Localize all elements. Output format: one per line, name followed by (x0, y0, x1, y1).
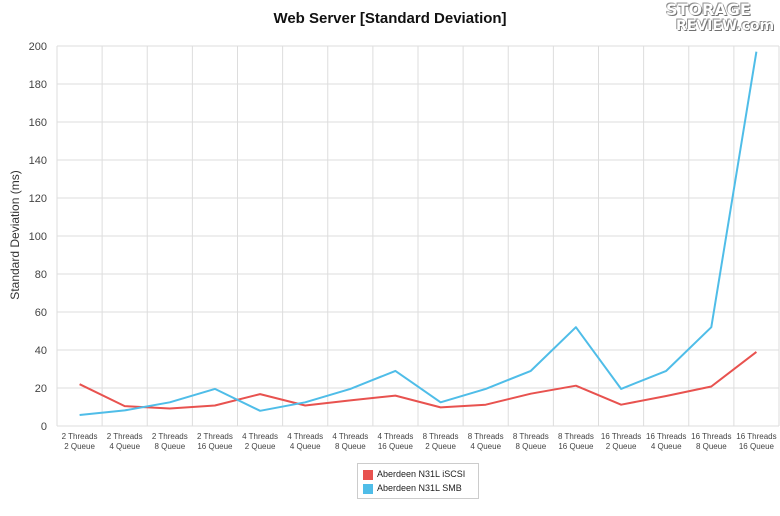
x-tick-label-line2: 8 Queue (696, 442, 727, 451)
x-tick-label-line2: 4 Queue (109, 442, 140, 451)
x-tick-label-line1: 4 Threads (242, 432, 278, 441)
x-tick-label-line1: 16 Threads (736, 432, 776, 441)
x-tick-label-line1: 8 Threads (468, 432, 504, 441)
y-tick-label: 20 (35, 383, 47, 395)
series-line-smb (79, 51, 758, 416)
y-axis-label: Standard Deviation (ms) (8, 170, 22, 299)
x-tick-label-line1: 16 Threads (646, 432, 686, 441)
x-tick-label-line2: 16 Queue (197, 442, 233, 451)
y-tick-label: 60 (35, 307, 47, 319)
x-tick-label-line1: 2 Threads (62, 432, 98, 441)
logo-line-1: STORAGE (666, 0, 751, 19)
x-tick-label-line1: 2 Threads (197, 432, 233, 441)
legend-swatch (363, 483, 373, 494)
x-tick-label-line2: 16 Queue (739, 442, 775, 451)
x-tick-label-line2: 8 Queue (515, 442, 546, 451)
x-tick-label-line2: 4 Queue (470, 442, 501, 451)
y-tick-label: 0 (41, 421, 47, 433)
y-tick-label: 120 (29, 193, 47, 205)
x-tick-label-line2: 4 Queue (651, 442, 682, 451)
legend: Aberdeen N31L iSCSI Aberdeen N31L SMB (357, 463, 479, 499)
y-tick-label: 180 (29, 79, 47, 91)
x-tick-label-line1: 8 Threads (423, 432, 459, 441)
x-tick-label-line1: 8 Threads (558, 432, 594, 441)
grid-lines (56, 45, 780, 427)
x-tick-label-line2: 2 Queue (606, 442, 637, 451)
x-tick-label-line1: 4 Threads (378, 432, 414, 441)
x-tick-label-line2: 2 Queue (64, 442, 95, 451)
x-tick-label-line1: 2 Threads (152, 432, 188, 441)
series-line-iscsi (79, 351, 758, 410)
logo-line-2: REVIEW.com (676, 18, 775, 34)
y-axis-ticks: 0 20 40 60 80 100 120 140 160 180 200 (29, 41, 47, 433)
legend-item: Aberdeen N31L iSCSI (363, 468, 465, 480)
y-tick-label: 80 (35, 269, 47, 281)
chart-title: Web Server [Standard Deviation] (273, 10, 507, 27)
series-lines (79, 51, 758, 416)
y-tick-label: 140 (29, 155, 47, 167)
x-tick-label-line2: 4 Queue (290, 442, 321, 451)
x-tick-label-line1: 4 Threads (287, 432, 323, 441)
y-tick-label: 200 (29, 41, 47, 53)
y-tick-label: 160 (29, 117, 47, 129)
y-tick-label: 100 (29, 231, 47, 243)
y-tick-label: 40 (35, 345, 47, 357)
legend-label: Aberdeen N31L iSCSI (377, 469, 466, 479)
x-tick-label-line2: 16 Queue (558, 442, 594, 451)
legend-item: Aberdeen N31L SMB (363, 482, 462, 494)
x-tick-label-line1: 4 Threads (332, 432, 368, 441)
storagereview-logo: STORAGE REVIEW.com (660, 0, 775, 36)
x-tick-label-line1: 16 Threads (691, 432, 731, 441)
x-tick-label-line2: 2 Queue (425, 442, 456, 451)
x-tick-label-line2: 8 Queue (154, 442, 185, 451)
x-tick-label-line1: 16 Threads (601, 432, 641, 441)
x-tick-label-line1: 8 Threads (513, 432, 549, 441)
x-tick-label-line2: 16 Queue (378, 442, 414, 451)
x-tick-label-line2: 8 Queue (335, 442, 366, 451)
legend-label: Aberdeen N31L SMB (377, 483, 462, 493)
x-tick-label-line1: 2 Threads (107, 432, 143, 441)
legend-swatch (363, 469, 373, 480)
x-tick-label-line2: 2 Queue (245, 442, 276, 451)
